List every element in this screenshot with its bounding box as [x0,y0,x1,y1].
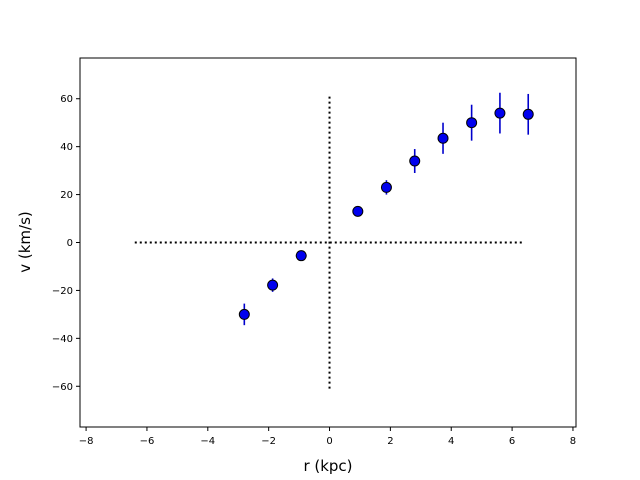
x-tick-label: 4 [448,436,454,447]
reference-lines [134,96,525,389]
y-tick-label: 0 [67,238,73,249]
data-point [380,181,392,193]
data-point [267,279,279,291]
x-tick-label: −2 [261,436,276,447]
x-tick-label: 6 [509,436,515,447]
data-point [466,117,478,129]
x-tick-label: −6 [140,436,155,447]
x-tick-label: 0 [326,436,332,447]
x-axis-ticks: −8 −6 −4 −2 0 2 4 6 8 [79,427,576,447]
x-tick-label: −4 [200,436,215,447]
x-tick-label: −8 [79,436,94,447]
data-point [522,108,534,120]
plot-background [80,58,576,427]
x-tick-label: 2 [387,436,393,447]
data-point [238,308,250,320]
data-point [352,205,364,217]
data-point [437,132,449,144]
data-point [494,107,506,119]
y-tick-label: −40 [52,334,73,345]
y-tick-label: 20 [60,190,73,201]
data-markers [238,107,534,320]
y-axis-ticks: −60 −40 −20 0 20 40 60 [52,94,80,393]
x-tick-label: 8 [570,436,576,447]
y-tick-label: 60 [60,94,73,105]
y-tick-label: −60 [52,382,73,393]
y-tick-label: 40 [60,142,73,153]
y-axis-label: v (km/s) [16,211,34,273]
x-axis-label: r (kpc) [303,457,352,475]
data-point [409,155,421,167]
data-point [295,250,307,262]
y-tick-label: −20 [52,286,73,297]
